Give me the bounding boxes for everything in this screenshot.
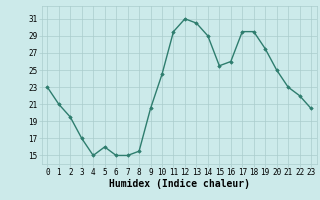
- X-axis label: Humidex (Indice chaleur): Humidex (Indice chaleur): [109, 179, 250, 189]
